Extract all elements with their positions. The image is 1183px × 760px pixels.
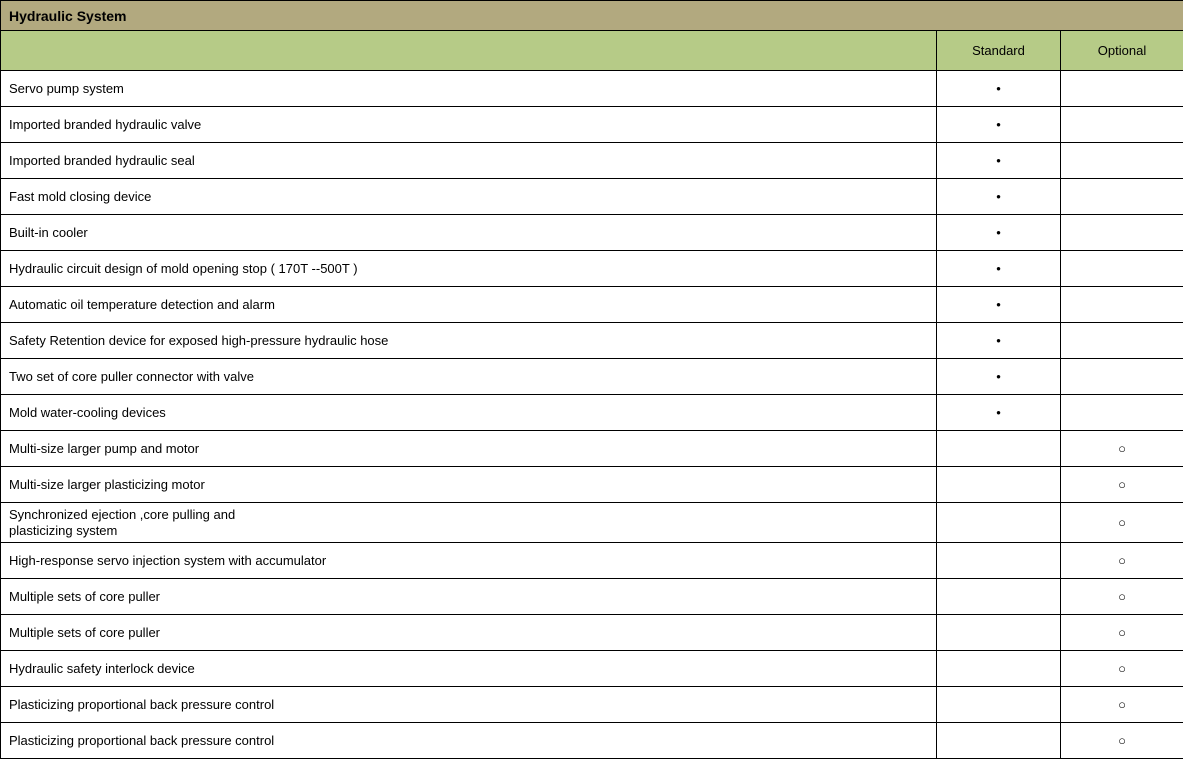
standard-cell: [937, 579, 1061, 615]
table-row: Imported branded hydraulic valve•: [1, 107, 1183, 143]
feature-cell: Hydraulic safety interlock device: [1, 651, 937, 687]
feature-cell: Multi-size larger pump and motor: [1, 431, 937, 467]
optional-cell: ○: [1061, 615, 1183, 651]
feature-cell: Two set of core puller connector with va…: [1, 359, 937, 395]
standard-cell: [937, 431, 1061, 467]
standard-cell: •: [937, 287, 1061, 323]
title-row: Hydraulic System: [1, 1, 1183, 31]
feature-cell: Multiple sets of core puller: [1, 579, 937, 615]
feature-cell: Automatic oil temperature detection and …: [1, 287, 937, 323]
header-standard: Standard: [937, 31, 1061, 71]
feature-cell: Multi-size larger plasticizing motor: [1, 467, 937, 503]
standard-cell: •: [937, 323, 1061, 359]
optional-cell: ○: [1061, 579, 1183, 615]
table-row: Hydraulic circuit design of mold opening…: [1, 251, 1183, 287]
table-row: Multi-size larger plasticizing motor ○: [1, 467, 1183, 503]
standard-cell: [937, 687, 1061, 723]
standard-cell: •: [937, 251, 1061, 287]
optional-cell: ○: [1061, 651, 1183, 687]
optional-cell: [1061, 71, 1183, 107]
spec-table: Hydraulic System Standard Optional Servo…: [0, 0, 1183, 759]
standard-cell: •: [937, 395, 1061, 431]
feature-cell: Mold water-cooling devices: [1, 395, 937, 431]
table-row: Synchronized ejection ,core pulling and …: [1, 503, 1183, 543]
feature-cell: Fast mold closing device: [1, 179, 937, 215]
optional-cell: ○: [1061, 723, 1183, 759]
standard-cell: [937, 467, 1061, 503]
standard-cell: •: [937, 215, 1061, 251]
standard-cell: [937, 651, 1061, 687]
table-row: Servo pump system•: [1, 71, 1183, 107]
standard-cell: •: [937, 359, 1061, 395]
optional-cell: [1061, 107, 1183, 143]
feature-cell: Plasticizing proportional back pressure …: [1, 723, 937, 759]
optional-cell: [1061, 395, 1183, 431]
optional-cell: ○: [1061, 431, 1183, 467]
feature-cell: Servo pump system: [1, 71, 937, 107]
table-row: High-response servo injection system wit…: [1, 543, 1183, 579]
table-row: Plasticizing proportional back pressure …: [1, 687, 1183, 723]
hydraulic-system-table: Hydraulic System Standard Optional Servo…: [0, 0, 1183, 759]
standard-cell: [937, 543, 1061, 579]
standard-cell: [937, 723, 1061, 759]
optional-cell: [1061, 215, 1183, 251]
table-row: Mold water-cooling devices•: [1, 395, 1183, 431]
optional-cell: [1061, 359, 1183, 395]
table-row: Multiple sets of core puller ○: [1, 615, 1183, 651]
header-optional: Optional: [1061, 31, 1183, 71]
table-title: Hydraulic System: [1, 1, 1183, 31]
table-row: Safety Retention device for exposed high…: [1, 323, 1183, 359]
feature-cell: Imported branded hydraulic seal: [1, 143, 937, 179]
optional-cell: [1061, 287, 1183, 323]
table-row: Plasticizing proportional back pressure …: [1, 723, 1183, 759]
table-row: Built-in cooler•: [1, 215, 1183, 251]
optional-cell: [1061, 323, 1183, 359]
feature-cell: Synchronized ejection ,core pulling and …: [1, 503, 937, 543]
table-row: Multi-size larger pump and motor ○: [1, 431, 1183, 467]
table-row: Multiple sets of core puller ○: [1, 579, 1183, 615]
header-row: Standard Optional: [1, 31, 1183, 71]
optional-cell: ○: [1061, 467, 1183, 503]
optional-cell: ○: [1061, 503, 1183, 543]
table-row: Two set of core puller connector with va…: [1, 359, 1183, 395]
standard-cell: •: [937, 71, 1061, 107]
feature-cell: Multiple sets of core puller: [1, 615, 937, 651]
feature-cell: Hydraulic circuit design of mold opening…: [1, 251, 937, 287]
optional-cell: ○: [1061, 543, 1183, 579]
table-row: Imported branded hydraulic seal•: [1, 143, 1183, 179]
standard-cell: •: [937, 143, 1061, 179]
standard-cell: [937, 503, 1061, 543]
optional-cell: [1061, 143, 1183, 179]
optional-cell: [1061, 251, 1183, 287]
feature-cell: Imported branded hydraulic valve: [1, 107, 937, 143]
feature-cell: High-response servo injection system wit…: [1, 543, 937, 579]
standard-cell: •: [937, 179, 1061, 215]
optional-cell: ○: [1061, 687, 1183, 723]
table-row: Automatic oil temperature detection and …: [1, 287, 1183, 323]
feature-cell: Plasticizing proportional back pressure …: [1, 687, 937, 723]
table-row: Fast mold closing device•: [1, 179, 1183, 215]
header-feature: [1, 31, 937, 71]
table-row: Hydraulic safety interlock device ○: [1, 651, 1183, 687]
optional-cell: [1061, 179, 1183, 215]
standard-cell: [937, 615, 1061, 651]
feature-cell: Built-in cooler: [1, 215, 937, 251]
feature-cell: Safety Retention device for exposed high…: [1, 323, 937, 359]
standard-cell: •: [937, 107, 1061, 143]
